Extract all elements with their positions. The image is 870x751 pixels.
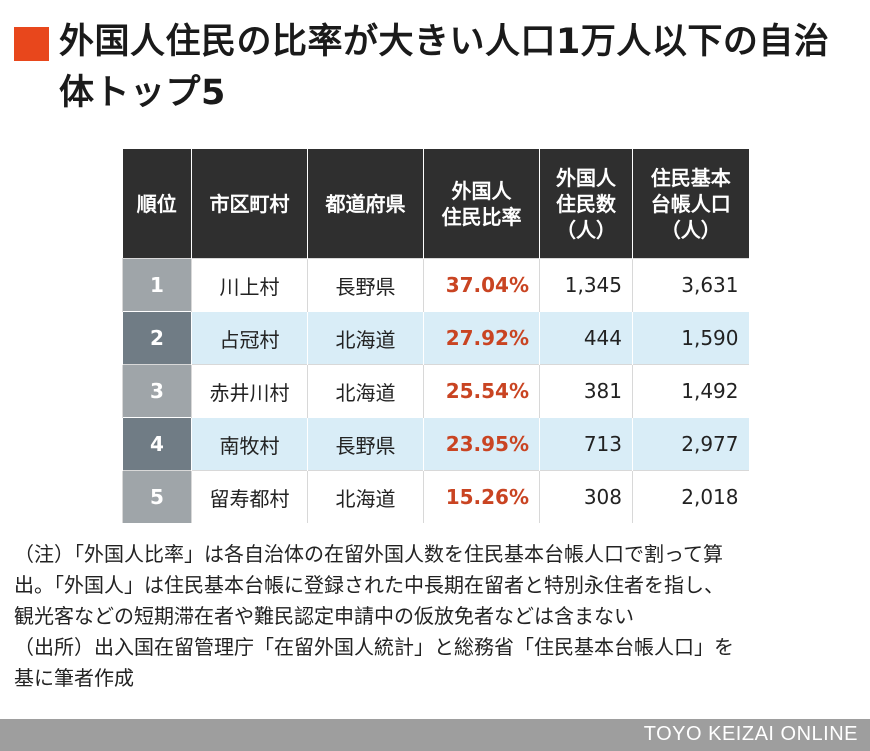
- foreign-count-cell: 444: [539, 311, 633, 365]
- rank-cell: 4: [122, 417, 192, 471]
- header-label-line: 住民比率: [441, 204, 522, 229]
- footnote-line: （出所）出入国在留管理庁「在留外国人統計」と総務省「住民基本台帳人口」を: [14, 635, 734, 659]
- header-foreign-ratio: 外国人 住民比率: [423, 149, 540, 259]
- header-label-line: 都道府県: [325, 191, 406, 216]
- header-rank: 順位: [122, 149, 192, 259]
- municipality-cell: 留寿都村: [191, 470, 308, 523]
- foreign-ratio-cell: 37.04%: [423, 258, 540, 312]
- table-row: 5 留寿都村 北海道 15.26% 308 2,018: [122, 470, 749, 523]
- municipality-cell: 赤井川村: [191, 364, 308, 418]
- header-label-line: （人）: [660, 217, 721, 242]
- footer-bar: TOYO KEIZAI ONLINE: [0, 719, 870, 751]
- prefecture-cell: 北海道: [307, 364, 424, 418]
- header-label-line: （人）: [556, 217, 616, 242]
- municipality-cell: 川上村: [191, 258, 308, 312]
- title-accent-mark: [14, 27, 49, 61]
- prefecture-cell: 長野県: [307, 417, 424, 471]
- table-row: 2 占冠村 北海道 27.92% 444 1,590: [122, 311, 749, 365]
- footnote-line: 出。「外国人」は住民基本台帳に登録された中長期在留者と特別永住者を指し、: [14, 573, 724, 597]
- footnote-line: （注）「外国人比率」は各自治体の在留外国人数を住民基本台帳人口で割って算: [14, 542, 723, 566]
- header-label-line: 外国人: [556, 165, 616, 190]
- table-header-row: 順位 市区町村 都道府県 外国人 住民比率 外国人 住民数 （人） 住民基本 台帳人口（…: [122, 149, 749, 259]
- table-row: 3 赤井川村 北海道 25.54% 381 1,492: [122, 364, 749, 418]
- prefecture-cell: 長野県: [307, 258, 424, 312]
- foreign-count-cell: 381: [539, 364, 633, 418]
- foreign-count-cell: 1,345: [539, 258, 633, 312]
- footnote-line: 観光客などの短期滞在者や難民認定申請中の仮放免者などは含まない: [14, 604, 634, 628]
- population-cell: 2,018: [632, 470, 749, 523]
- header-municipality: 市区町村: [191, 149, 308, 259]
- rank-cell: 3: [122, 364, 192, 418]
- header-label-line: 順位: [136, 191, 177, 216]
- foreign-ratio-cell: 25.54%: [423, 364, 540, 418]
- header-registered-population: 住民基本 台帳人口 （人）: [632, 149, 749, 259]
- table-row: 4 南牧村 長野県 23.95% 713 2,977: [122, 417, 749, 471]
- population-cell: 1,590: [632, 311, 749, 365]
- table-row: 1 川上村 長野県 37.04% 1,345 3,631: [122, 258, 749, 312]
- population-cell: 1,492: [632, 364, 749, 418]
- header-label-line: 住民基本: [650, 165, 731, 190]
- municipality-cell: 南牧村: [191, 417, 308, 471]
- population-cell: 3,631: [632, 258, 749, 312]
- footnote-line: 基に筆者作成: [14, 666, 134, 690]
- header-label-line: 台帳人口: [650, 191, 731, 216]
- header-label-line: 市区町村: [209, 191, 290, 216]
- header-foreign-count: 外国人 住民数 （人）: [539, 149, 633, 259]
- header-label-line: 住民数: [556, 191, 616, 216]
- municipality-cell: 占冠村: [191, 311, 308, 365]
- publisher-credit: TOYO KEIZAI ONLINE: [643, 723, 858, 745]
- ranking-table: 順位 市区町村 都道府県 外国人 住民比率 外国人 住民数 （人） 住民基本 台帳人口（…: [122, 149, 749, 523]
- foreign-ratio-cell: 15.26%: [423, 470, 540, 523]
- foreign-ratio-cell: 27.92%: [423, 311, 540, 365]
- foreign-ratio-cell: 23.95%: [423, 417, 540, 471]
- header-prefecture: 都道府県: [307, 149, 424, 259]
- rank-cell: 5: [122, 470, 192, 523]
- footnotes: （注）「外国人比率」は各自治体の在留外国人数を住民基本台帳人口で割って算 出。「…: [14, 539, 864, 694]
- prefecture-cell: 北海道: [307, 311, 424, 365]
- page-title: 外国人住民の比率が大きい人口1万人以下の自治体トップ5: [59, 22, 830, 113]
- rank-cell: 1: [122, 258, 192, 312]
- header-label-line: 外国人: [451, 178, 512, 203]
- population-cell: 2,977: [632, 417, 749, 471]
- foreign-count-cell: 308: [539, 470, 633, 523]
- rank-cell: 2: [122, 311, 192, 365]
- foreign-count-cell: 713: [539, 417, 633, 471]
- prefecture-cell: 北海道: [307, 470, 424, 523]
